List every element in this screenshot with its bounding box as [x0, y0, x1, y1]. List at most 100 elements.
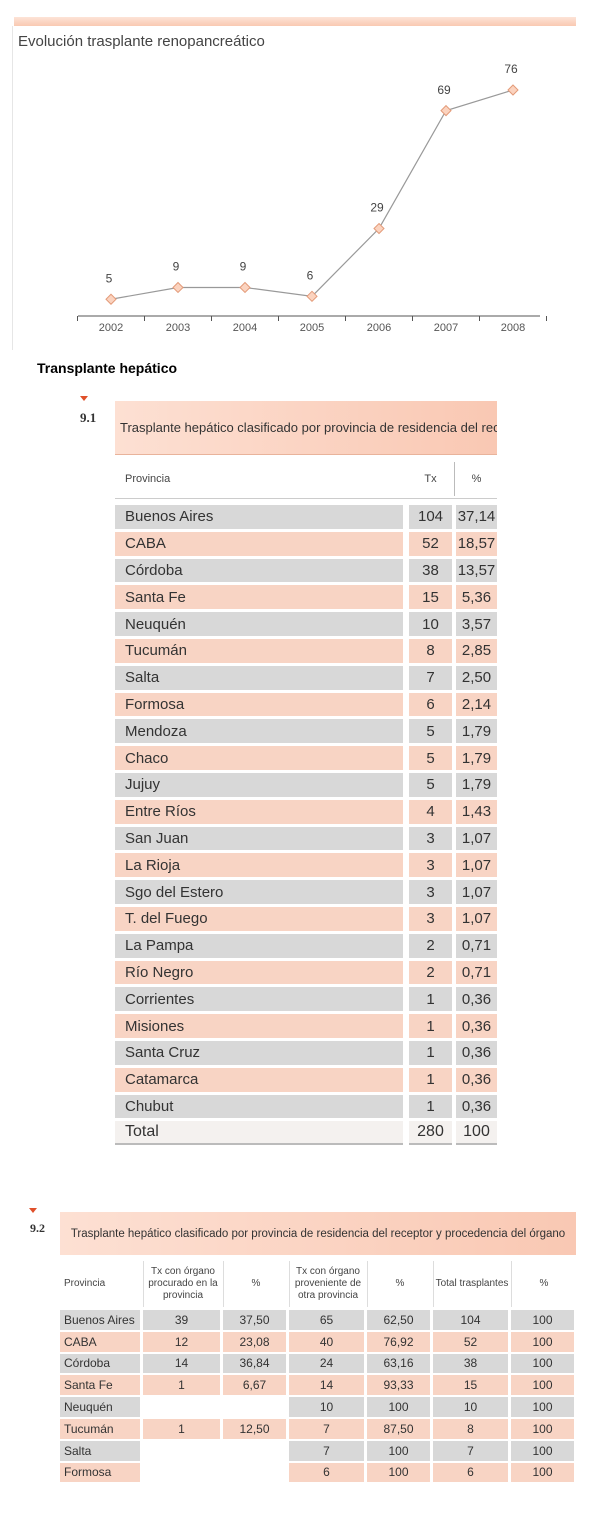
cell-province: Corrientes	[115, 987, 403, 1012]
cell-value: 5	[409, 719, 452, 744]
cell-value: 1	[143, 1419, 220, 1439]
cell-value: 2,14	[456, 692, 497, 717]
cell-value: 52	[433, 1331, 508, 1352]
cell-value: 1	[143, 1375, 220, 1396]
cell-value: 15	[409, 585, 452, 610]
cell-province: Santa Fe	[60, 1375, 140, 1396]
cell-value: 3	[409, 853, 452, 878]
cell-province: Sgo del Estero	[115, 880, 403, 904]
cell-province: Entre Ríos	[115, 799, 403, 824]
cell-value: 100	[511, 1310, 574, 1330]
column-header: Tx con órgano procurado en la provincia	[143, 1261, 222, 1307]
data-label: 76	[504, 62, 518, 76]
cell-value: 5,36	[456, 585, 497, 610]
cell-value: 100	[367, 1462, 430, 1483]
cell-province: Tucumán	[60, 1419, 140, 1439]
cell-value: 100	[511, 1440, 574, 1461]
cell-value: 100	[456, 1121, 497, 1146]
cell-value: 1,07	[456, 907, 497, 931]
cell-province: Santa Cruz	[115, 1041, 403, 1065]
marker	[80, 396, 88, 401]
cell-value: 23,08	[223, 1331, 286, 1352]
cell-value: 1,07	[456, 826, 497, 851]
data-label: 9	[173, 260, 180, 274]
header-rule	[115, 498, 497, 499]
cell-value: 37,14	[456, 505, 497, 529]
cell-value: 7	[409, 665, 452, 690]
cell-value	[143, 1397, 220, 1417]
cell-value: 39	[143, 1310, 220, 1330]
cell-value: 38	[409, 558, 452, 583]
cell-province: Córdoba	[115, 558, 403, 583]
cell-province: Salta	[60, 1440, 140, 1461]
cell-value: 93,33	[367, 1375, 430, 1396]
cell-value: 2,85	[456, 639, 497, 663]
cell-value: 8	[409, 639, 452, 663]
table-title: Trasplante hepático clasificado por prov…	[115, 401, 497, 455]
cell-value: 10	[433, 1397, 508, 1417]
cell-value: 0,36	[456, 987, 497, 1012]
cell-value: 36,84	[223, 1353, 286, 1374]
table-number: 9.2	[30, 1221, 45, 1235]
data-label: 5	[106, 271, 113, 285]
cell-value: 2	[409, 933, 452, 958]
cell-value: 6,67	[223, 1375, 286, 1396]
cell-value: 5	[409, 746, 452, 770]
cell-value: 1,79	[456, 746, 497, 770]
cell-value: 100	[511, 1331, 574, 1352]
cell-value: 100	[511, 1462, 574, 1483]
cell-value: 65	[289, 1310, 364, 1330]
cell-value: 10	[289, 1397, 364, 1417]
data-label: 69	[437, 83, 451, 97]
cell-province: CABA	[115, 531, 403, 556]
cell-value: 14	[289, 1375, 364, 1396]
column-header: %	[471, 473, 482, 485]
cell-value: 38	[433, 1353, 508, 1374]
cell-value: 1,79	[456, 773, 497, 797]
cell-province: Santa Fe	[115, 585, 403, 610]
cell-value: 2	[409, 960, 452, 985]
cell-value: 7	[289, 1440, 364, 1461]
cell-value: 0,71	[456, 960, 497, 985]
cell-value: 6	[409, 692, 452, 717]
cell-value: 3	[409, 907, 452, 931]
x-tick-label: 2005	[300, 322, 324, 334]
cell-value: 104	[409, 505, 452, 529]
x-tick-label: 2007	[434, 322, 458, 334]
marker	[105, 293, 117, 305]
cell-province: La Pampa	[115, 933, 403, 958]
cell-value: 100	[511, 1419, 574, 1439]
cell-value	[223, 1462, 286, 1483]
header-divider	[454, 462, 455, 496]
cell-province: Neuquén	[115, 612, 403, 636]
cell-province: Total	[115, 1121, 403, 1146]
cell-value: 3,57	[456, 612, 497, 636]
cell-value: 1	[409, 1041, 452, 1065]
cell-value: 1,07	[456, 853, 497, 878]
cell-province: Catamarca	[115, 1067, 403, 1092]
cell-value: 1	[409, 1067, 452, 1092]
cell-province: Neuquén	[60, 1397, 140, 1417]
chart: Evolución trasplante renopancreático 5 9 9…	[18, 33, 547, 334]
cell-province: Jujuy	[115, 773, 403, 797]
cell-value: 0,71	[456, 933, 497, 958]
cell-value: 1,43	[456, 799, 497, 824]
cell-value: 104	[433, 1310, 508, 1330]
cell-value: 37,50	[223, 1310, 286, 1330]
cell-value: 5	[409, 773, 452, 797]
column-header: %	[223, 1261, 288, 1307]
table-number: 9.1	[80, 410, 97, 425]
cell-province: San Juan	[115, 826, 403, 851]
marker	[373, 222, 385, 235]
cell-value: 40	[289, 1331, 364, 1352]
cell-value: 0,36	[456, 1094, 497, 1119]
cell-value: 3	[409, 880, 452, 904]
cell-province: Formosa	[60, 1462, 140, 1483]
cell-value: 1	[409, 987, 452, 1012]
table-title: Trasplante hepático clasificado por prov…	[60, 1212, 576, 1255]
cell-value: 100	[367, 1397, 430, 1417]
cell-value: 1	[409, 1014, 452, 1038]
cell-value: 63,16	[367, 1353, 430, 1374]
cell-province: Chubut	[115, 1094, 403, 1119]
